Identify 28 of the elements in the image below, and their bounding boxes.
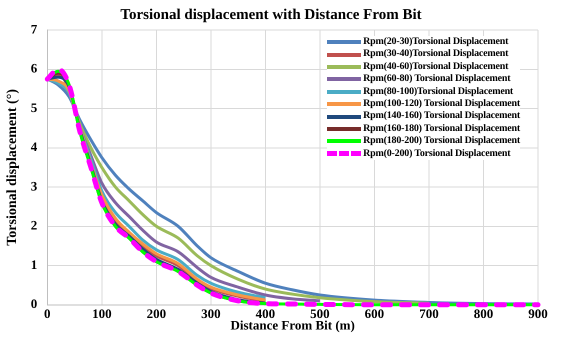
- legend-label: Rpm(0-200) Torsional Displacement: [363, 148, 510, 160]
- chart-title: Torsional displacement with Distance From Bit: [120, 6, 422, 23]
- x-tick-label: 200: [146, 306, 166, 321]
- legend-label: Rpm(20-30)Torsional Displacement: [363, 36, 508, 48]
- legend-label: Rpm(180-200) Torsional Displacement: [363, 135, 520, 148]
- y-tick-label: 7: [30, 21, 38, 36]
- legend-label: Rpm(40-60)Torsional Displacement: [363, 60, 508, 74]
- x-tick-label: 900: [528, 306, 548, 321]
- y-tick-label: 4: [30, 139, 38, 154]
- y-tick-label: 0: [30, 296, 38, 312]
- y-tick-label: 3: [30, 178, 38, 194]
- y-axis-title: Torsional displacement (°): [5, 88, 20, 246]
- legend-label: Rpm(100-120) Torsional Displacement: [363, 98, 520, 110]
- x-tick-label: 600: [364, 306, 384, 321]
- y-tick-label: 5: [30, 100, 38, 115]
- x-tick-label: 300: [201, 306, 221, 321]
- legend-label: Rpm(30-40)Torsional Displacement: [363, 48, 508, 61]
- x-tick-label: 100: [92, 306, 112, 321]
- y-tick-label: 1: [30, 256, 38, 272]
- legend-label: Rpm(140-160) Torsional Displacement: [363, 110, 520, 123]
- legend-label: Rpm(160-180) Torsional Displacement: [363, 122, 520, 136]
- y-tick-label: 2: [30, 218, 38, 233]
- x-tick-label: 800: [474, 306, 494, 321]
- legend-label: Rpm(80-100)Torsional Displacement: [363, 86, 514, 98]
- y-tick-label: 6: [30, 60, 38, 76]
- x-tick-label: 0: [44, 306, 51, 321]
- legend-label: Rpm(60-80) Torsional Displacement: [363, 73, 510, 86]
- x-tick-label: 700: [419, 306, 439, 321]
